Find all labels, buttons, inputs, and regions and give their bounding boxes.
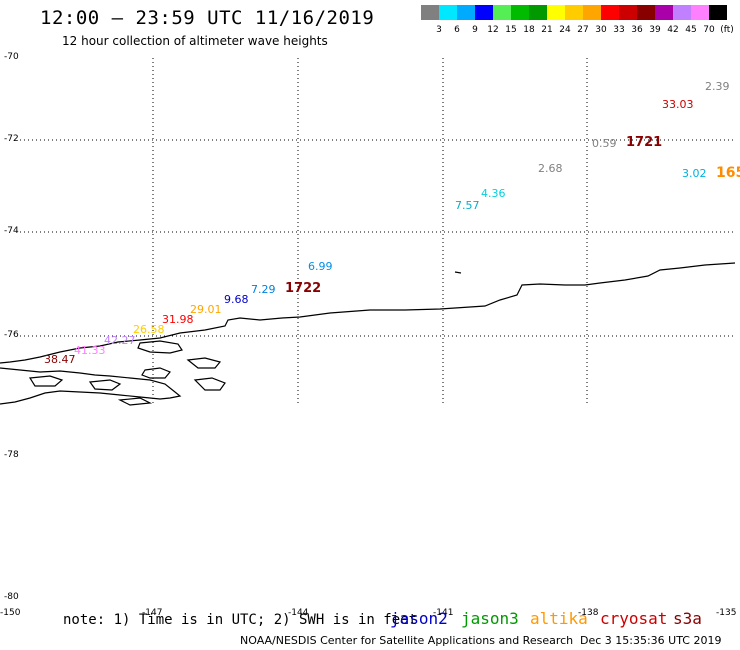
graticule — [20, 58, 735, 405]
legend-tick: 24 — [559, 25, 571, 35]
legend-swatch — [439, 5, 457, 20]
legend-swatch — [637, 5, 655, 20]
map-subtitle: 12 hour collection of altimeter wave hei… — [62, 34, 328, 48]
satellite-label-altika: altika — [530, 609, 588, 628]
legend-tick: 15 — [505, 25, 517, 35]
wave-height-value: 41.33 — [74, 344, 106, 357]
wave-height-value: 33.03 — [662, 98, 694, 111]
legend-tick: 9 — [472, 25, 478, 35]
legend-tick: 36 — [631, 25, 643, 35]
pass-label: 1721 — [626, 135, 663, 150]
wave-height-value: 4.36 — [481, 187, 506, 200]
legend-swatch — [493, 5, 511, 20]
pass-label: 1722 — [285, 281, 322, 296]
wave-height-value: 3.02 — [682, 167, 707, 180]
wave-height-value: 38.47 — [44, 353, 76, 366]
latitude-label: -78 — [4, 450, 19, 460]
satellite-label-jason2: jason2 — [390, 609, 448, 628]
wave-height-value: 26.58 — [133, 323, 165, 336]
wave-height-value: 42.27 — [104, 334, 136, 347]
longitude-label: -144 — [288, 608, 309, 618]
legend-swatch — [655, 5, 673, 20]
latitude-label: -76 — [4, 330, 19, 340]
wave-height-value: 7.29 — [251, 283, 276, 296]
coastline — [0, 262, 736, 406]
legend-tick: 27 — [577, 25, 589, 35]
legend-swatch — [709, 5, 727, 20]
longitude-label: -147 — [142, 608, 163, 618]
legend-tick: 21 — [541, 25, 553, 35]
longitude-label: -141 — [433, 608, 454, 618]
satellite-label-jason3: jason3 — [461, 609, 519, 628]
longitude-label: -135 — [716, 608, 737, 618]
legend-swatch — [565, 5, 583, 20]
wave-height-value: 9.68 — [224, 293, 249, 306]
credit-line: NOAA/NESDIS Center for Satellite Applica… — [240, 634, 574, 647]
legend-tick: 45 — [685, 25, 697, 35]
legend-swatch — [583, 5, 601, 20]
legend-tick: 18 — [523, 25, 535, 35]
wave-height-value: 7.57 — [455, 199, 480, 212]
generation-timestamp: Dec 3 15:35:36 UTC 2019 — [580, 634, 722, 647]
latitude-label: -70 — [4, 52, 19, 62]
legend-swatch — [421, 5, 439, 20]
wave-height-value: 0.59 — [592, 137, 617, 150]
map-title: 12:00 – 23:59 UTC 11/16/2019 — [40, 7, 375, 29]
legend-swatch — [619, 5, 637, 20]
legend-tick: 3 — [436, 25, 442, 35]
satellite-label-s3a: s3a — [673, 609, 702, 628]
legend-tick: 33 — [613, 25, 625, 35]
legend-swatch — [691, 5, 709, 20]
legend-unit: (ft) — [720, 25, 734, 35]
legend-swatch — [529, 5, 547, 20]
legend-tick: 70 — [703, 25, 715, 35]
longitude-label: -150 — [0, 608, 21, 618]
wave-height-value: 2.39 — [705, 80, 730, 93]
satellite-label-cryosat: cryosat — [600, 609, 668, 628]
legend-tick: 42 — [667, 25, 679, 35]
legend-tick: 12 — [487, 25, 499, 35]
legend-swatch — [547, 5, 565, 20]
legend-swatch — [673, 5, 691, 20]
legend-tick: 30 — [595, 25, 607, 35]
wave-height-value: 6.99 — [308, 260, 333, 273]
legend-swatch — [601, 5, 619, 20]
legend-tick: 39 — [649, 25, 661, 35]
wave-height-value: 29.01 — [190, 303, 222, 316]
legend-tick: 6 — [454, 25, 460, 35]
latitude-label: -72 — [4, 134, 19, 144]
pass-label: 165 — [716, 165, 740, 181]
legend-swatch — [511, 5, 529, 20]
wave-height-value: 2.68 — [538, 162, 563, 175]
latitude-label: -74 — [4, 226, 19, 236]
footer-note: note: 1) Time is in UTC; 2) SWH is in fe… — [63, 612, 418, 628]
longitude-label: -138 — [578, 608, 599, 618]
wave-height-value: 31.98 — [162, 313, 194, 326]
legend-swatch — [457, 5, 475, 20]
legend-swatch — [475, 5, 493, 20]
latitude-label: -80 — [4, 592, 19, 602]
